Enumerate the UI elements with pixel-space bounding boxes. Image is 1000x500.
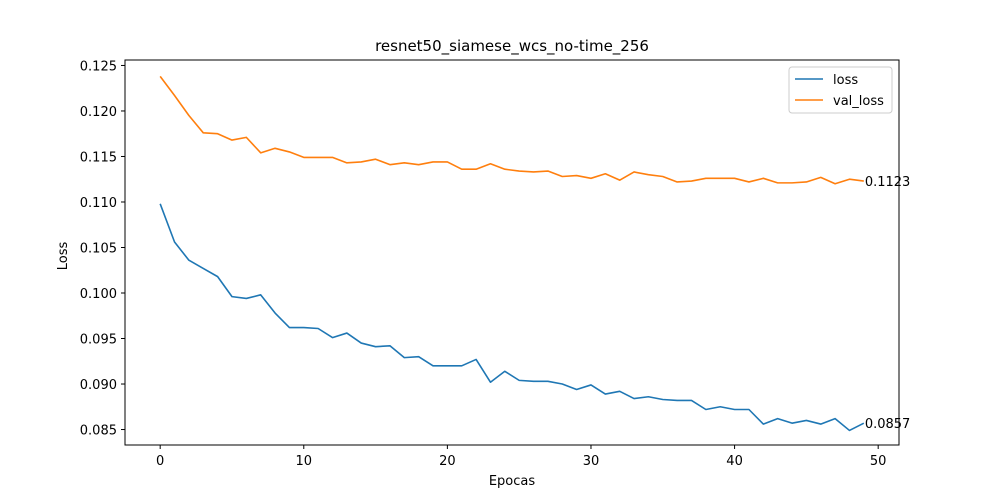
- value-annotation: 0.0857: [865, 417, 911, 432]
- series-line-loss: [159, 203, 865, 432]
- plot-area: [124, 59, 900, 446]
- x-tick-label: 0: [156, 454, 164, 469]
- series-lines: [159, 75, 865, 432]
- series-line-val-loss: [159, 75, 864, 185]
- value-annotation: 0.1123: [865, 175, 911, 190]
- y-tick-label: 0.090: [80, 378, 117, 393]
- y-tick-label: 0.125: [80, 59, 117, 74]
- y-tick-label: 0.110: [80, 196, 117, 211]
- x-tick-label: 50: [870, 454, 887, 469]
- y-tick-label: 0.100: [80, 287, 117, 302]
- x-axis-title: Epocas: [489, 474, 536, 489]
- annotations: 0.1123 0.0857: [865, 175, 911, 432]
- x-tick-label: 10: [296, 454, 313, 469]
- x-tick-label: 20: [439, 454, 456, 469]
- x-tick-label: 40: [726, 454, 743, 469]
- y-tick-label: 0.085: [80, 424, 117, 439]
- y-axis: 0.085 0.090 0.095 0.100 0.105 0.110 0.115 0.120…: [80, 59, 125, 439]
- y-tick-label: 0.120: [80, 105, 117, 120]
- plot-frame: [124, 59, 900, 446]
- x-axis: 0 10 20 30 40 50: [156, 445, 886, 469]
- y-tick-label: 0.105: [80, 241, 117, 256]
- legend: loss val_loss: [788, 66, 893, 114]
- y-tick-label: 0.095: [80, 333, 117, 348]
- legend-label: loss: [833, 73, 858, 88]
- legend-label: val_loss: [833, 94, 884, 109]
- x-tick-label: 30: [583, 454, 600, 469]
- y-tick-label: 0.115: [80, 150, 117, 165]
- y-axis-title: Loss: [56, 242, 71, 271]
- chart-title: resnet50_siamese_wcs_no-time_256: [375, 37, 649, 56]
